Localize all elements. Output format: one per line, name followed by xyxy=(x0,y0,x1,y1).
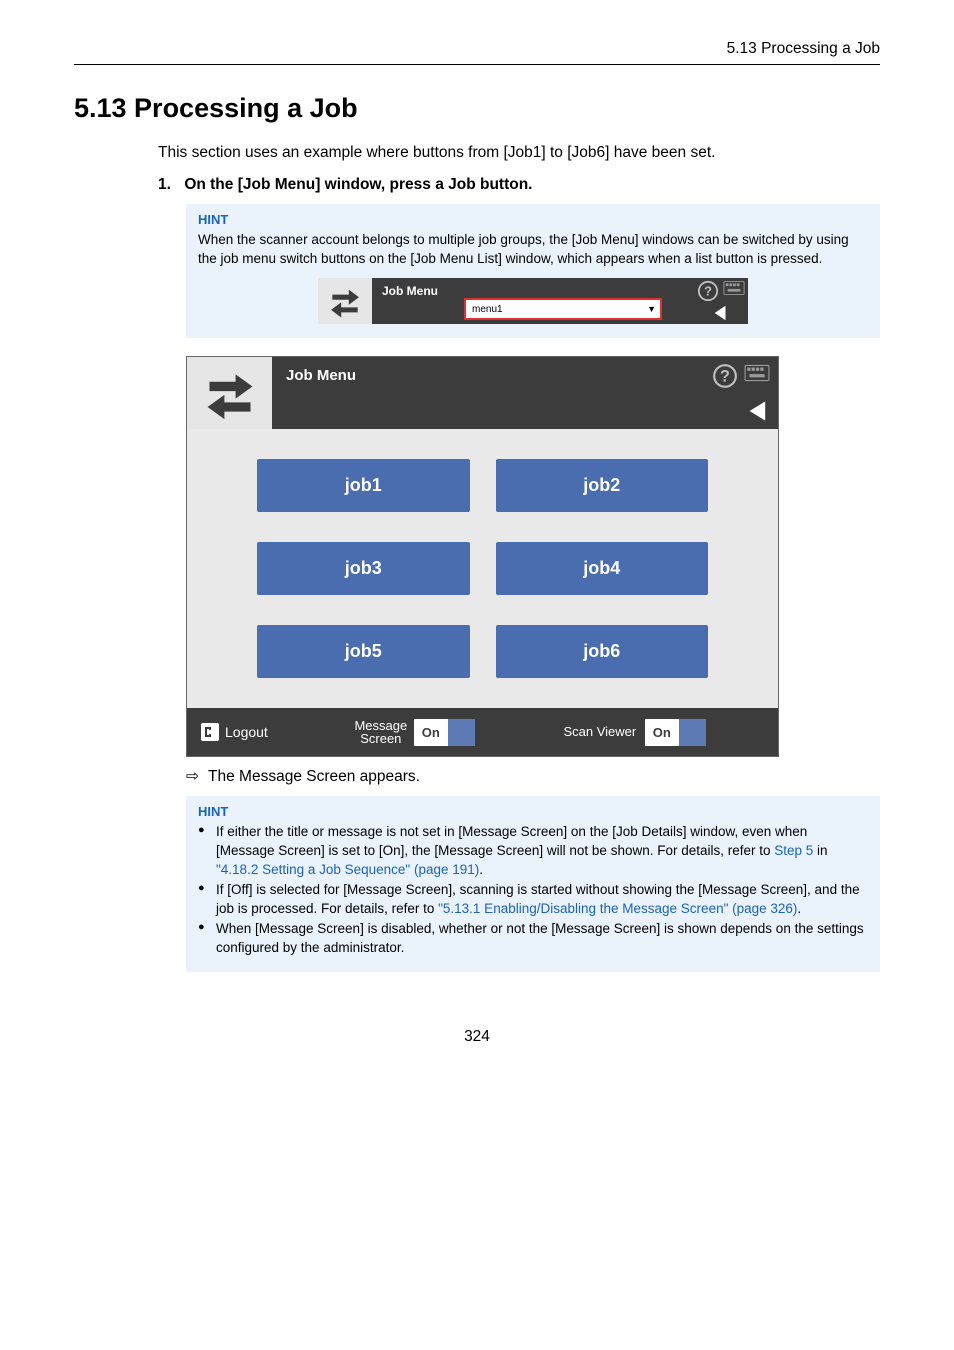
mini-title: Job Menu xyxy=(372,278,464,324)
job-menu-header-mini: Job Menu menu1 ▼ ? xyxy=(318,278,748,324)
hint-bullet-2: If [Off] is selected for [Message Screen… xyxy=(198,881,868,918)
msg-state: On xyxy=(414,719,448,746)
arrow-icon: ⇨ xyxy=(186,768,204,785)
swap-arrows-icon[interactable] xyxy=(187,357,272,429)
hint-box-2: HINT If either the title or message is n… xyxy=(186,796,880,971)
message-screen-toggle[interactable]: Message Screen On xyxy=(348,719,475,746)
page-title: 5.13 Processing a Job xyxy=(74,93,880,124)
help-icon[interactable]: ? xyxy=(712,363,738,389)
swap-arrows-icon[interactable] xyxy=(318,278,372,324)
keyboard-icon[interactable] xyxy=(744,363,770,383)
toggle-knob xyxy=(448,719,475,746)
step-number: 1. xyxy=(158,176,180,194)
link-4-18-2[interactable]: "4.18.2 Setting a Job Sequence" (page 19… xyxy=(216,862,479,877)
help-icon[interactable]: ? xyxy=(697,280,719,302)
logout-icon xyxy=(201,723,219,741)
job-menu-footer: Logout Message Screen On Scan Viewer On xyxy=(187,708,778,756)
page-number: 324 xyxy=(74,1028,880,1046)
job-menu-titlebar: Job Menu ? xyxy=(187,357,778,429)
sv-label: Scan Viewer xyxy=(563,724,636,739)
msg-label-1: Message xyxy=(348,719,414,733)
sv-state: On xyxy=(645,719,679,746)
result-line: ⇨ The Message Screen appears. xyxy=(186,767,880,786)
back-icon[interactable] xyxy=(746,399,770,423)
job-button-6[interactable]: job6 xyxy=(496,625,709,678)
hint-bullet-1: If either the title or message is not se… xyxy=(198,823,868,879)
job-menu-title: Job Menu xyxy=(272,357,706,429)
toggle-knob xyxy=(679,719,706,746)
result-text: The Message Screen appears. xyxy=(208,768,420,785)
logout-button[interactable]: Logout xyxy=(201,723,268,741)
job-grid: job1 job2 job3 job4 job5 job6 xyxy=(187,429,778,708)
hint-box-1: HINT When the scanner account belongs to… xyxy=(186,204,880,338)
job-button-3[interactable]: job3 xyxy=(257,542,470,595)
link-step5[interactable]: Step 5 xyxy=(774,843,813,858)
hint-title: HINT xyxy=(198,212,868,227)
hint-title: HINT xyxy=(198,804,868,819)
link-5-13-1[interactable]: "5.13.1 Enabling/Disabling the Message S… xyxy=(438,901,797,916)
menu-dropdown-value: menu1 xyxy=(472,304,503,315)
step-text: On the [Job Menu] window, press a Job bu… xyxy=(184,176,532,193)
hint-bullet-3: When [Message Screen] is disabled, wheth… xyxy=(198,920,868,957)
svg-text:?: ? xyxy=(704,284,712,299)
svg-text:?: ? xyxy=(720,368,730,386)
logout-label: Logout xyxy=(225,724,268,740)
hint-text: When the scanner account belongs to mult… xyxy=(198,231,868,268)
msg-label-2: Screen xyxy=(348,732,414,746)
scan-viewer-toggle[interactable]: Scan Viewer On xyxy=(555,719,706,746)
keyboard-icon[interactable] xyxy=(723,280,745,296)
header: 5.13 Processing a Job xyxy=(74,40,880,65)
job-button-2[interactable]: job2 xyxy=(496,459,709,512)
job-button-1[interactable]: job1 xyxy=(257,459,470,512)
intro-text: This section uses an example where butto… xyxy=(158,144,880,162)
step-1: 1. On the [Job Menu] window, press a Job… xyxy=(158,176,880,194)
back-icon[interactable] xyxy=(712,304,730,322)
chevron-down-icon: ▼ xyxy=(647,304,656,314)
job-button-5[interactable]: job5 xyxy=(257,625,470,678)
header-section-ref: 5.13 Processing a Job xyxy=(74,40,880,58)
menu-dropdown[interactable]: menu1 ▼ xyxy=(464,298,662,320)
job-menu-window: Job Menu ? job1 xyxy=(186,356,779,757)
job-button-4[interactable]: job4 xyxy=(496,542,709,595)
